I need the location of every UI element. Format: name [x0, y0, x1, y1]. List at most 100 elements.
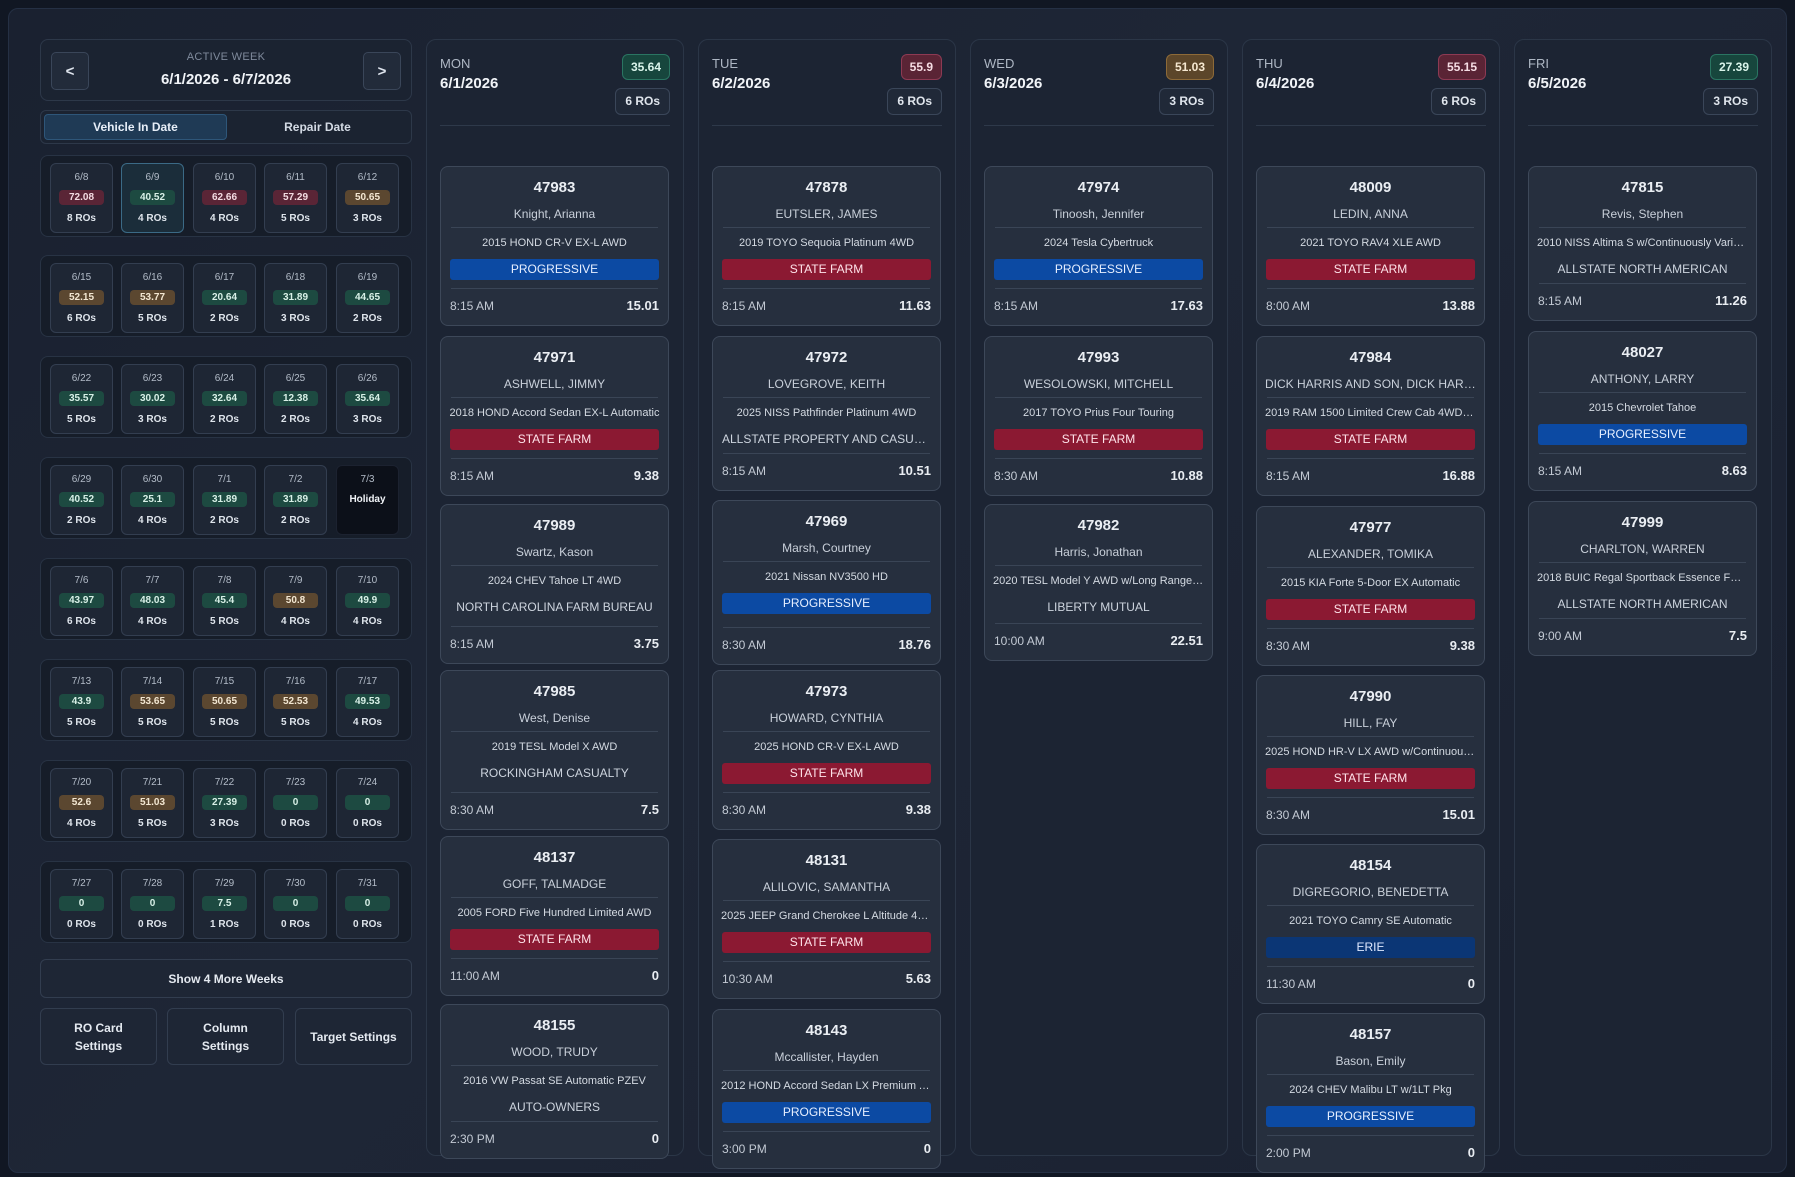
vehicle-description: 2024 CHEV Tahoe LT 4WD — [487, 575, 622, 587]
holiday-label: Holiday — [349, 494, 386, 505]
calendar-day-cell[interactable]: 6/25 12.38 2 ROs — [264, 364, 327, 434]
calendar-day-cell[interactable]: 7/22 27.39 3 ROs — [193, 768, 256, 838]
calendar-day-hours-badge: 49.9 — [345, 593, 390, 608]
calendar-day-cell[interactable]: 6/11 57.29 5 ROs — [264, 163, 327, 233]
calendar-day-cell[interactable]: 6/19 44.65 2 ROs — [336, 263, 399, 333]
calendar-day-cell[interactable]: 6/26 35.64 3 ROs — [336, 364, 399, 434]
calendar-day-date: 6/30 — [142, 474, 163, 485]
calendar-day-cell[interactable]: 6/22 35.57 5 ROs — [50, 364, 113, 434]
calendar-day-cell[interactable]: 6/9 40.52 4 ROs — [121, 163, 184, 233]
calendar-day-cell[interactable]: 7/1 31.89 2 ROs — [193, 465, 256, 535]
insurer-badge: ALLSTATE PROPERTY AND CASUALTY — [722, 432, 931, 446]
column-settings-button[interactable]: Column Settings — [167, 1008, 284, 1065]
calendar-day-cell[interactable]: 7/17 49.53 4 ROs — [336, 667, 399, 737]
customer-name: Mccallister, Hayden — [774, 1050, 879, 1064]
calendar-day-cell[interactable]: 7/23 0 0 ROs — [264, 768, 327, 838]
calendar-day-cell[interactable]: 7/31 0 0 ROs — [336, 869, 399, 939]
ro-card[interactable]: 48027 ANTHONY, LARRY 2015 Chevrolet Tahoe P… — [1528, 331, 1757, 491]
calendar-day-cell[interactable]: 7/14 53.65 5 ROs — [121, 667, 184, 737]
ro-card[interactable]: 47983 Knight, Arianna 2015 HOND CR-V EX-L … — [440, 166, 669, 326]
calendar-day-cell[interactable]: 6/30 25.1 4 ROs — [121, 465, 184, 535]
calendar-day-hours-badge: 0 — [345, 795, 390, 810]
ro-card[interactable]: 48143 Mccallister, Hayden 2012 HOND Accord… — [712, 1009, 941, 1169]
card-divider — [995, 227, 1202, 228]
calendar-day-hours-badge: 0 — [273, 795, 318, 810]
ro-card[interactable]: 47977 ALEXANDER, TOMIKA 2015 KIA Forte 5-D… — [1256, 506, 1485, 666]
calendar-day-ro-count: 4 ROs — [67, 818, 96, 829]
vehicle-description: 2019 TOYO Sequoia Platinum 4WD — [738, 237, 915, 249]
calendar-day-ro-count: 5 ROs — [138, 818, 167, 829]
calendar-day-ro-count: 0 ROs — [281, 818, 310, 829]
ro-number: 47977 — [1349, 519, 1392, 536]
ro-card[interactable]: 47993 WESOLOWSKI, MITCHELL 2017 TOYO Prius… — [984, 336, 1213, 496]
calendar-day-cell[interactable]: 7/2 31.89 2 ROs — [264, 465, 327, 535]
ro-card[interactable]: 48154 DIGREGORIO, BENEDETTA 2021 TOYO Camr… — [1256, 844, 1485, 1004]
calendar-day-cell[interactable]: 7/28 0 0 ROs — [121, 869, 184, 939]
show-more-weeks-button[interactable]: Show 4 More Weeks — [40, 959, 412, 998]
calendar-day-cell[interactable]: 6/16 53.77 5 ROs — [121, 263, 184, 333]
calendar-day-ro-count: 3 ROs — [353, 213, 382, 224]
ro-card[interactable]: 48131 ALILOVIC, SAMANTHA 2025 JEEP Grand C… — [712, 839, 941, 999]
customer-name: HILL, FAY — [1343, 716, 1398, 730]
calendar-day-cell[interactable]: 7/30 0 0 ROs — [264, 869, 327, 939]
calendar-day-cell[interactable]: 6/18 31.89 3 ROs — [264, 263, 327, 333]
calendar-day-cell[interactable]: 7/16 52.53 5 ROs — [264, 667, 327, 737]
vehicle-in-date-tab[interactable]: Vehicle In Date — [44, 114, 227, 140]
calendar-day-cell[interactable]: 7/27 0 0 ROs — [50, 869, 113, 939]
next-week-button[interactable]: > — [363, 52, 401, 90]
calendar-day-cell[interactable]: 7/7 48.03 4 ROs — [121, 566, 184, 636]
ro-card[interactable]: 47815 Revis, Stephen 2010 NISS Altima S w/… — [1528, 166, 1757, 321]
calendar-day-cell[interactable]: 6/15 52.15 6 ROs — [50, 263, 113, 333]
ro-card[interactable]: 47989 Swartz, Kason 2024 CHEV Tahoe LT 4WD… — [440, 504, 669, 664]
ro-card[interactable]: 47985 West, Denise 2019 TESL Model X AWD RO… — [440, 670, 669, 830]
calendar-day-cell[interactable]: 6/29 40.52 2 ROs — [50, 465, 113, 535]
calendar-day-cell[interactable]: 6/24 32.64 2 ROs — [193, 364, 256, 434]
ro-card[interactable]: 48157 Bason, Emily 2024 CHEV Malibu LT w/1… — [1256, 1013, 1485, 1173]
calendar-day-hours-badge: 40.52 — [130, 190, 175, 205]
ro-card[interactable]: 48137 GOFF, TALMADGE 2005 FORD Five Hundre… — [440, 836, 669, 996]
calendar-day-cell[interactable]: 7/29 7.5 1 ROs — [193, 869, 256, 939]
ro-card[interactable]: 48009 LEDIN, ANNA 2021 TOYO RAV4 XLE AWD ST… — [1256, 166, 1485, 326]
calendar-day-cell[interactable]: 7/8 45.4 5 ROs — [193, 566, 256, 636]
calendar-day-cell[interactable]: 6/23 30.02 3 ROs — [121, 364, 184, 434]
ro-card[interactable]: 47982 Harris, Jonathan 2020 TESL Model Y A… — [984, 504, 1213, 661]
target-settings-button[interactable]: Target Settings — [295, 1008, 412, 1065]
calendar-day-cell[interactable]: 7/24 0 0 ROs — [336, 768, 399, 838]
calendar-day-cell[interactable]: 7/3 Holiday — [336, 465, 399, 535]
calendar-day-cell[interactable]: 7/9 50.8 4 ROs — [264, 566, 327, 636]
ro-card[interactable]: 47972 LOVEGROVE, KEITH 2025 NISS Pathfinde… — [712, 336, 941, 491]
ro-card[interactable]: 47974 Tinoosh, Jennifer 2024 Tesla Cybertr… — [984, 166, 1213, 326]
calendar-day-cell[interactable]: 7/13 43.9 5 ROs — [50, 667, 113, 737]
calendar-day-cell[interactable]: 7/10 49.9 4 ROs — [336, 566, 399, 636]
calendar-day-cell[interactable]: 7/21 51.03 5 ROs — [121, 768, 184, 838]
column-hours-total-badge: 55.15 — [1437, 54, 1486, 80]
ro-card[interactable]: 47973 HOWARD, CYNTHIA 2025 HOND CR-V EX-L … — [712, 670, 941, 830]
card-divider — [1267, 736, 1474, 737]
repair-date-tab[interactable]: Repair Date — [284, 120, 351, 134]
drop-off-time: 8:15 AM — [450, 299, 495, 313]
ro-card[interactable]: 47878 EUTSLER, JAMES 2019 TOYO Sequoia Pla… — [712, 166, 941, 326]
calendar-day-cell[interactable]: 7/6 43.97 6 ROs — [50, 566, 113, 636]
calendar-day-date: 7/23 — [285, 777, 306, 788]
calendar-day-hours-badge: 20.64 — [202, 290, 247, 305]
calendar-day-hours-badge: 32.64 — [202, 391, 247, 406]
prev-week-button[interactable]: < — [51, 52, 89, 90]
ro-card[interactable]: 47969 Marsh, Courtney 2021 Nissan NV3500 H… — [712, 500, 941, 665]
active-week-range: 6/1/2026 - 6/7/2026 — [160, 71, 292, 88]
calendar-day-cell[interactable]: 7/15 50.65 5 ROs — [193, 667, 256, 737]
ro-card[interactable]: 47984 DICK HARRIS AND SON, DICK HARRIS AN… — [1256, 336, 1485, 496]
labor-hours: 10.88 — [1170, 468, 1203, 483]
calendar-day-cell[interactable]: 7/20 52.6 4 ROs — [50, 768, 113, 838]
ro-card[interactable]: 47990 HILL, FAY 2025 HOND HR-V LX AWD w/Co… — [1256, 675, 1485, 835]
ro-card[interactable]: 47999 CHARLTON, WARREN 2018 BUIC Regal Spo… — [1528, 501, 1757, 656]
ro-card-settings-button[interactable]: RO Card Settings — [40, 1008, 157, 1065]
card-divider — [995, 623, 1202, 624]
calendar-day-date: 6/10 — [214, 172, 235, 183]
customer-name: LEDIN, ANNA — [1333, 207, 1408, 221]
calendar-day-cell[interactable]: 6/10 62.66 4 ROs — [193, 163, 256, 233]
calendar-day-cell[interactable]: 6/8 72.08 8 ROs — [50, 163, 113, 233]
ro-card[interactable]: 48155 WOOD, TRUDY 2016 VW Passat SE Automa… — [440, 1004, 669, 1159]
calendar-day-cell[interactable]: 6/12 50.65 3 ROs — [336, 163, 399, 233]
ro-card[interactable]: 47971 ASHWELL, JIMMY 2018 HOND Accord Seda… — [440, 336, 669, 496]
calendar-day-cell[interactable]: 6/17 20.64 2 ROs — [193, 263, 256, 333]
